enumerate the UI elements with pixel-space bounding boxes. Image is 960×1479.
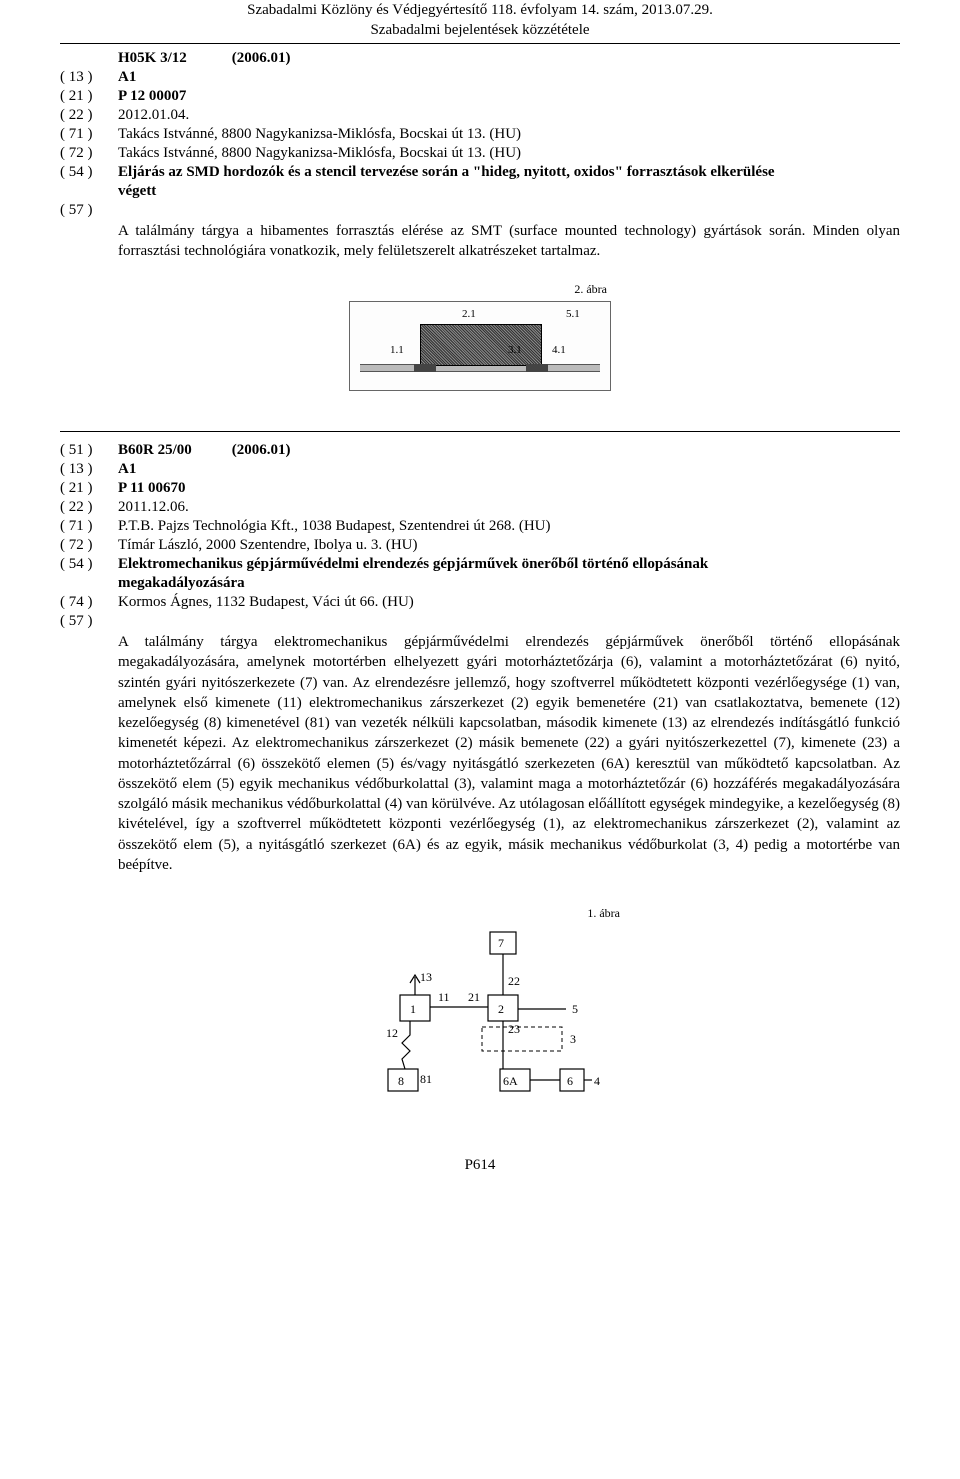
code-54-2: ( 54 ): [60, 556, 118, 573]
header-line-1: Szabadalmi Közlöny és Védjegyértesítő 11…: [60, 0, 900, 20]
title-2-line-1: Elektromechanikus gépjárművédelmi elrend…: [118, 556, 900, 573]
code-71: ( 71 ): [60, 126, 118, 143]
code-54: ( 54 ): [60, 164, 118, 181]
code-13: ( 13 ): [60, 69, 118, 86]
svg-text:1: 1: [410, 1002, 416, 1016]
figure-2-diagram: 1.1 2.1 3.1 4.1 5.1: [349, 301, 611, 391]
agent: Kormos Ágnes, 1132 Budapest, Váci út 66.…: [118, 594, 900, 611]
svg-text:81: 81: [420, 1072, 432, 1086]
filing-date-2: 2011.12.06.: [118, 499, 900, 516]
title-line-1: Eljárás az SMD hordozók és a stencil ter…: [118, 164, 900, 181]
ipc-code-2: B60R 25/00: [118, 442, 228, 459]
header-divider: [60, 43, 900, 44]
applicant-2: P.T.B. Pajzs Technológia Kft., 1038 Buda…: [118, 518, 900, 535]
abstract-1: A találmány tárgya a hibamentes forraszt…: [118, 221, 900, 262]
svg-text:5: 5: [572, 1002, 578, 1016]
abstract-2: A találmány tárgya elektromechanikus gép…: [118, 632, 900, 875]
figure-2-wrap: 2. ábra 1.1 2.1 3.1 4.1 5.1: [60, 281, 900, 391]
fig2-label-3-1: 3.1: [508, 344, 522, 356]
patent-entry-2: ( 51 ) B60R 25/00 (2006.01) ( 13 ) A1 ( …: [60, 442, 900, 1117]
svg-text:7: 7: [498, 936, 504, 950]
code-57: ( 57 ): [60, 202, 118, 219]
ipc-class-2: B60R 25/00 (2006.01): [118, 442, 900, 459]
application-number: P 12 00007: [118, 88, 900, 105]
figure-1: 1. ábra 7 1 2 8 6A: [340, 906, 620, 1117]
code-72: ( 72 ): [60, 145, 118, 162]
patent-entry-1: H05K 3/12 (2006.01) ( 13 ) A1 ( 21 ) P 1…: [60, 50, 900, 392]
svg-text:3: 3: [570, 1032, 576, 1046]
code-21-2: ( 21 ): [60, 480, 118, 497]
code-22: ( 22 ): [60, 107, 118, 124]
gazette-header: Szabadalmi Közlöny és Védjegyértesítő 11…: [60, 0, 900, 41]
fig2-pad-right: [526, 364, 548, 372]
code-74: ( 74 ): [60, 594, 118, 611]
applicant: Takács Istvánné, 8800 Nagykanizsa-Miklós…: [118, 126, 900, 143]
entry-divider: [60, 431, 900, 432]
filing-date: 2012.01.04.: [118, 107, 900, 124]
ipc-class: H05K 3/12 (2006.01): [118, 50, 900, 67]
svg-text:8: 8: [398, 1074, 404, 1088]
svg-text:2: 2: [498, 1002, 504, 1016]
figure-1-diagram: 7 1 2 8 6A 6: [350, 927, 610, 1117]
ipc-code: H05K 3/12: [118, 50, 228, 67]
svg-text:13: 13: [420, 970, 432, 984]
svg-text:12: 12: [386, 1026, 398, 1040]
header-line-2: Szabadalmi bejelentések közzététele: [60, 20, 900, 40]
code-72-2: ( 72 ): [60, 537, 118, 554]
code-57-2: ( 57 ): [60, 613, 118, 630]
title-2-line-2: megakadályozására: [118, 575, 900, 592]
svg-text:22: 22: [508, 974, 520, 988]
application-number-2: P 11 00670: [118, 480, 900, 497]
svg-text:6: 6: [567, 1074, 573, 1088]
figure-2-caption: 2. ábra: [349, 282, 611, 297]
fig2-pad-left: [414, 364, 436, 372]
ipc-year: (2006.01): [232, 50, 291, 66]
fig2-label-5-1: 5.1: [566, 308, 580, 320]
fig2-chip: [420, 324, 542, 366]
svg-text:6A: 6A: [503, 1074, 518, 1088]
svg-text:23: 23: [508, 1022, 520, 1036]
code-71-2: ( 71 ): [60, 518, 118, 535]
fig2-label-1-1: 1.1: [390, 344, 404, 356]
fig2-label-2-1: 2.1: [462, 308, 476, 320]
code-21: ( 21 ): [60, 88, 118, 105]
inventor: Takács Istvánné, 8800 Nagykanizsa-Miklós…: [118, 145, 900, 162]
fig2-label-4-1: 4.1: [552, 344, 566, 356]
code-51: ( 51 ): [60, 442, 118, 459]
title-line-2: végett: [118, 183, 900, 200]
classification-row: H05K 3/12 (2006.01): [60, 50, 900, 67]
figure-1-wrap: 1. ábra 7 1 2 8 6A: [60, 905, 900, 1117]
figure-2: 2. ábra 1.1 2.1 3.1 4.1 5.1: [349, 282, 611, 391]
code-22-2: ( 22 ): [60, 499, 118, 516]
inventor-2: Tímár László, 2000 Szentendre, Ibolya u.…: [118, 537, 900, 554]
page-number: P614: [60, 1157, 900, 1174]
kind-code-2: A1: [118, 461, 900, 478]
kind-code: A1: [118, 69, 900, 86]
ipc-year-2: (2006.01): [232, 442, 291, 458]
svg-text:4: 4: [594, 1074, 600, 1088]
svg-text:21: 21: [468, 990, 480, 1004]
svg-text:11: 11: [438, 990, 450, 1004]
code-13-2: ( 13 ): [60, 461, 118, 478]
figure-1-caption: 1. ábra: [340, 906, 620, 921]
